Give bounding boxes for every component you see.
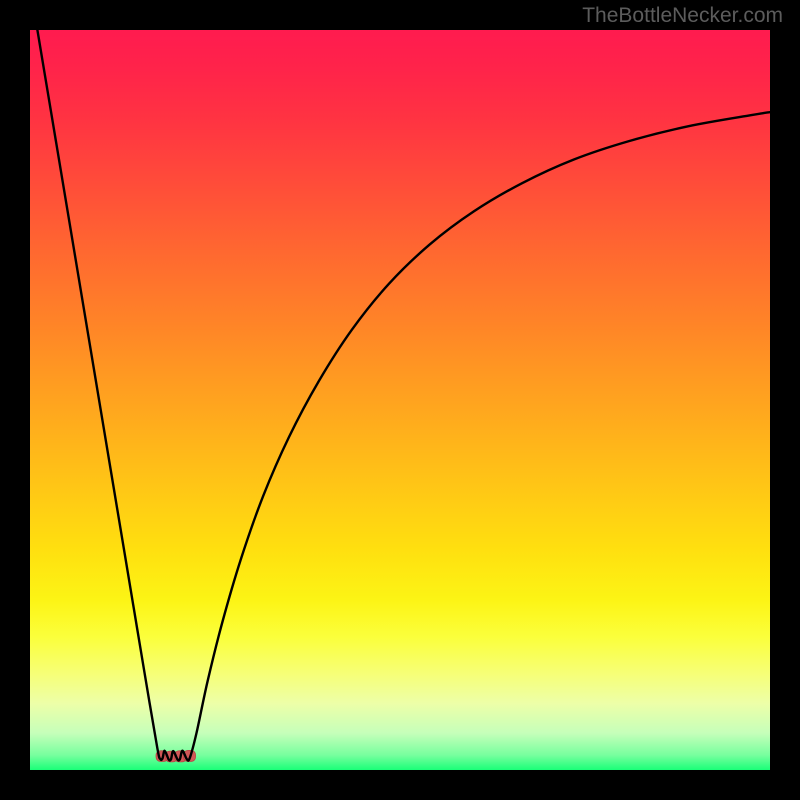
plot-area: [30, 30, 770, 770]
watermark-text: TheBottleNecker.com: [582, 4, 783, 28]
bottleneck-curve: [37, 30, 770, 761]
curve-overlay: [30, 30, 770, 770]
chart-container: TheBottleNecker.com: [0, 0, 800, 800]
